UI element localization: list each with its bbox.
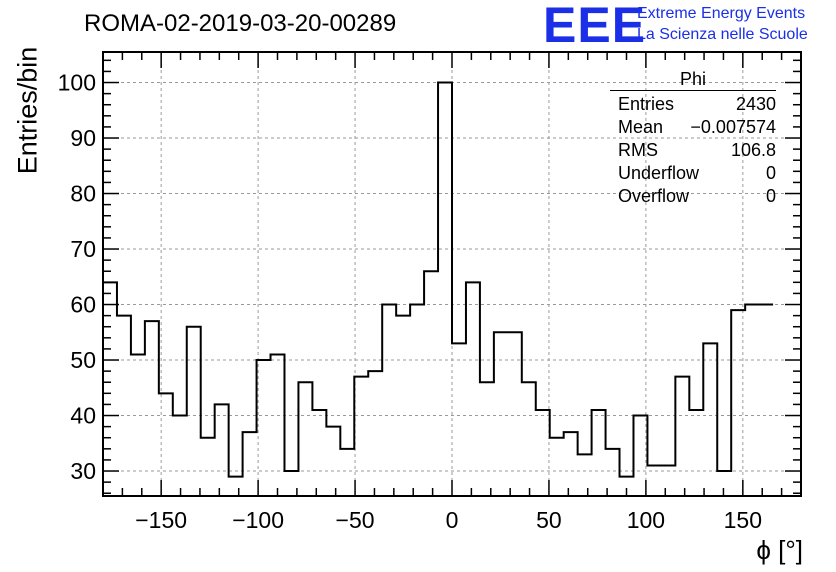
stats-row-overflow: Overflow 0 [610,185,776,208]
histogram-bin [550,438,564,496]
stats-row-rms: RMS 106.8 [610,139,776,162]
histogram-bin [103,282,117,496]
stats-title: Phi [610,69,776,91]
y-tick-label: 60 [70,292,96,318]
histogram-bin [703,343,717,496]
stats-value: −0.007574 [690,117,776,137]
logo-line-2: La Scienza nelle Scuole [637,26,808,43]
histogram-bin [243,432,257,496]
chart-title: ROMA-02-2019-03-20-00289 [84,10,397,37]
histogram-bin [633,416,647,496]
y-tick-label: 90 [70,125,96,151]
stats-value: 2430 [735,94,776,114]
stats-row-mean: Mean −0.007574 [610,116,776,139]
histogram-bin [382,305,396,496]
histogram-bin [452,343,466,496]
histogram-bin [606,449,620,496]
y-tick-label: 80 [70,181,96,207]
eee-logo: EEE [543,0,647,53]
x-tick-label: 50 [536,507,562,533]
y-tick-label: 100 [58,70,96,96]
histogram-bin [284,471,298,496]
histogram-bin [131,354,145,496]
histogram-bin [159,393,173,496]
axis-ticks [103,52,801,496]
histogram-bin [340,449,354,496]
histogram-bin [480,382,494,496]
histogram-bin [257,360,271,496]
x-axis-label: ϕ [°] [756,535,803,565]
histogram-bin [215,404,229,496]
plot-frame [102,51,802,497]
x-tick-label: −50 [336,507,375,533]
x-tick-label: −150 [135,507,187,533]
x-tick-label: 0 [446,507,459,533]
stats-row-entries: Entries 2430 [610,93,776,116]
histogram-bin [494,332,508,496]
histogram-bin [145,321,159,496]
histogram-bin [731,310,745,496]
stats-label: RMS [618,140,658,160]
stats-label: Mean [618,117,664,137]
stats-box: Phi Entries 2430 Mean −0.007574 RMS 106.… [610,69,776,208]
histogram-bin [759,305,773,496]
histogram-bin [564,432,578,496]
histogram-bin [354,377,368,496]
histogram-bin [271,354,285,496]
histogram-bin [745,305,759,496]
stats-label: Entries [618,94,675,114]
histogram-bin [396,316,410,496]
histogram-bin [592,410,606,496]
histogram-line [103,81,774,478]
histogram-bin [312,410,326,496]
x-tick-label: 150 [724,507,762,533]
logo-line-1: Extreme Energy Events [637,5,806,22]
histogram-bin [522,382,536,496]
stats-value: 0 [765,163,776,183]
histogram-bin [424,271,438,496]
y-tick-label: 30 [70,458,96,484]
histogram-bin [368,371,382,496]
histogram-bin [620,477,634,496]
histogram-bin [466,282,480,496]
stats-label: Overflow [618,186,690,206]
histogram-bin [187,327,201,496]
y-tick-labels: 30 40 50 60 70 80 90 100 [58,70,96,484]
stats-label: Underflow [618,163,700,183]
stats-value: 0 [765,186,776,206]
histogram-bin [173,416,187,496]
y-tick-label: 50 [70,347,96,373]
histogram-bin [675,377,689,496]
x-tick-label: −100 [232,507,284,533]
x-tick-labels: −150 −100 −50 0 50 100 150 [135,507,762,533]
histogram-bin [117,316,131,496]
histogram-bin [661,465,675,496]
stats-value: 106.8 [730,140,776,160]
stats-row-underflow: Underflow 0 [610,162,776,185]
histogram-bin [647,465,661,496]
histogram-bin [536,410,550,496]
histogram-bin [578,454,592,496]
histogram-bin [689,410,703,496]
histogram-bin [438,83,452,496]
y-tick-label: 40 [70,403,96,429]
histogram-bin [298,382,312,496]
histogram-bin [717,471,731,496]
y-tick-label: 70 [70,236,96,262]
y-axis-label: Entries/bin [12,46,43,175]
histogram-bin [326,427,340,496]
x-tick-label: 100 [627,507,665,533]
histogram-bin [229,477,243,496]
histogram-bin [508,332,522,496]
histogram-bin [410,305,424,496]
histogram-bin [201,438,215,496]
